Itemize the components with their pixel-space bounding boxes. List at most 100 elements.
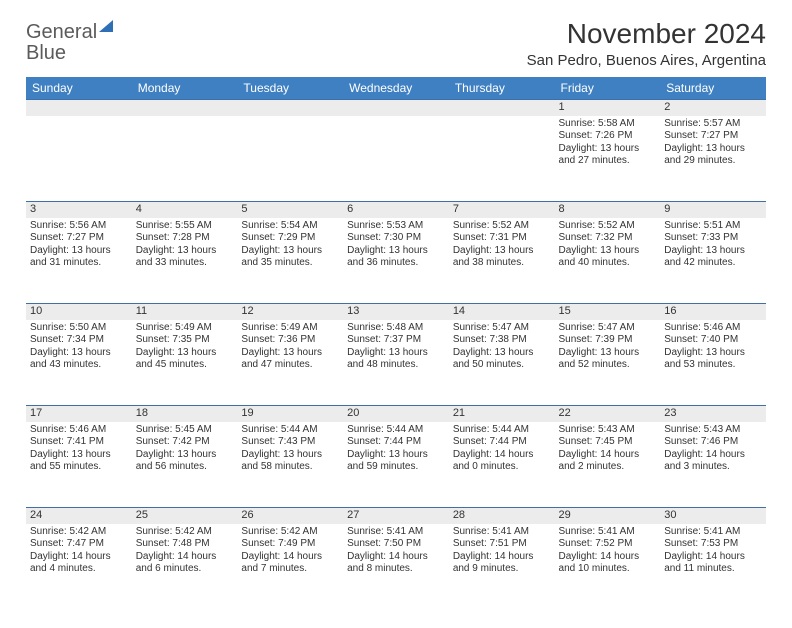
day-number-cell: 7: [449, 202, 555, 218]
sunset-line: Sunset: 7:49 PM: [241, 538, 339, 551]
day-cell: [132, 116, 238, 202]
sunrise-line: Sunrise: 5:49 AM: [136, 322, 234, 335]
sunset-line: Sunset: 7:37 PM: [347, 334, 445, 347]
daylight-line: Daylight: 13 hours and 27 minutes.: [559, 143, 657, 168]
sunset-line: Sunset: 7:36 PM: [241, 334, 339, 347]
day-cell-body: Sunrise: 5:41 AMSunset: 7:51 PMDaylight:…: [449, 524, 555, 580]
day-cell-body: Sunrise: 5:57 AMSunset: 7:27 PMDaylight:…: [660, 116, 766, 172]
day-cell: Sunrise: 5:42 AMSunset: 7:49 PMDaylight:…: [237, 524, 343, 610]
day-cell-body: Sunrise: 5:56 AMSunset: 7:27 PMDaylight:…: [26, 218, 132, 274]
sunset-line: Sunset: 7:51 PM: [453, 538, 551, 551]
sunset-line: Sunset: 7:27 PM: [664, 130, 762, 143]
day-cell-body: Sunrise: 5:54 AMSunset: 7:29 PMDaylight:…: [237, 218, 343, 274]
day-cell: Sunrise: 5:41 AMSunset: 7:51 PMDaylight:…: [449, 524, 555, 610]
week-row: Sunrise: 5:58 AMSunset: 7:26 PMDaylight:…: [26, 116, 766, 202]
sunrise-line: Sunrise: 5:53 AM: [347, 220, 445, 233]
day-number-cell: [343, 100, 449, 116]
daylight-line: Daylight: 13 hours and 35 minutes.: [241, 245, 339, 270]
daynum-row: 3456789: [26, 202, 766, 218]
day-cell: Sunrise: 5:56 AMSunset: 7:27 PMDaylight:…: [26, 218, 132, 304]
day-cell-body: Sunrise: 5:43 AMSunset: 7:46 PMDaylight:…: [660, 422, 766, 478]
day-cell: Sunrise: 5:58 AMSunset: 7:26 PMDaylight:…: [555, 116, 661, 202]
calendar-table: SundayMondayTuesdayWednesdayThursdayFrid…: [26, 77, 766, 610]
sunrise-line: Sunrise: 5:52 AM: [559, 220, 657, 233]
week-row: Sunrise: 5:42 AMSunset: 7:47 PMDaylight:…: [26, 524, 766, 610]
day-number-cell: 18: [132, 406, 238, 422]
day-number-cell: 16: [660, 304, 766, 320]
sunset-line: Sunset: 7:33 PM: [664, 232, 762, 245]
sunrise-line: Sunrise: 5:42 AM: [30, 526, 128, 539]
weekday-header: Saturday: [660, 77, 766, 100]
sunrise-line: Sunrise: 5:43 AM: [664, 424, 762, 437]
day-number-cell: [26, 100, 132, 116]
sunset-line: Sunset: 7:40 PM: [664, 334, 762, 347]
sunset-line: Sunset: 7:52 PM: [559, 538, 657, 551]
week-row: Sunrise: 5:56 AMSunset: 7:27 PMDaylight:…: [26, 218, 766, 304]
daynum-row: 12: [26, 100, 766, 116]
day-number-cell: 6: [343, 202, 449, 218]
sunset-line: Sunset: 7:26 PM: [559, 130, 657, 143]
day-cell: Sunrise: 5:48 AMSunset: 7:37 PMDaylight:…: [343, 320, 449, 406]
sunrise-line: Sunrise: 5:42 AM: [136, 526, 234, 539]
sunset-line: Sunset: 7:43 PM: [241, 436, 339, 449]
day-number-cell: 10: [26, 304, 132, 320]
sunset-line: Sunset: 7:39 PM: [559, 334, 657, 347]
day-number-cell: 27: [343, 508, 449, 524]
daylight-line: Daylight: 13 hours and 40 minutes.: [559, 245, 657, 270]
day-cell-body: Sunrise: 5:44 AMSunset: 7:44 PMDaylight:…: [449, 422, 555, 478]
day-cell: [237, 116, 343, 202]
sunrise-line: Sunrise: 5:43 AM: [559, 424, 657, 437]
day-cell-body: Sunrise: 5:58 AMSunset: 7:26 PMDaylight:…: [555, 116, 661, 172]
day-cell-body: Sunrise: 5:46 AMSunset: 7:41 PMDaylight:…: [26, 422, 132, 478]
day-cell-body: Sunrise: 5:50 AMSunset: 7:34 PMDaylight:…: [26, 320, 132, 376]
day-cell: [449, 116, 555, 202]
day-number-cell: 30: [660, 508, 766, 524]
day-number-cell: 17: [26, 406, 132, 422]
day-number-cell: 20: [343, 406, 449, 422]
sunrise-line: Sunrise: 5:56 AM: [30, 220, 128, 233]
day-cell: Sunrise: 5:44 AMSunset: 7:44 PMDaylight:…: [449, 422, 555, 508]
sunset-line: Sunset: 7:28 PM: [136, 232, 234, 245]
day-cell-body: Sunrise: 5:44 AMSunset: 7:43 PMDaylight:…: [237, 422, 343, 478]
sunset-line: Sunset: 7:53 PM: [664, 538, 762, 551]
sunset-line: Sunset: 7:38 PM: [453, 334, 551, 347]
day-cell: Sunrise: 5:54 AMSunset: 7:29 PMDaylight:…: [237, 218, 343, 304]
day-number-cell: 29: [555, 508, 661, 524]
sunset-line: Sunset: 7:50 PM: [347, 538, 445, 551]
day-number-cell: 28: [449, 508, 555, 524]
day-number-cell: 12: [237, 304, 343, 320]
sunrise-line: Sunrise: 5:49 AM: [241, 322, 339, 335]
sunrise-line: Sunrise: 5:55 AM: [136, 220, 234, 233]
day-number-cell: [132, 100, 238, 116]
day-cell-body: Sunrise: 5:43 AMSunset: 7:45 PMDaylight:…: [555, 422, 661, 478]
daylight-line: Daylight: 14 hours and 11 minutes.: [664, 551, 762, 576]
sunrise-line: Sunrise: 5:52 AM: [453, 220, 551, 233]
calendar-body: 12Sunrise: 5:58 AMSunset: 7:26 PMDayligh…: [26, 100, 766, 610]
day-number-cell: 24: [26, 508, 132, 524]
day-number-cell: 15: [555, 304, 661, 320]
daynum-row: 24252627282930: [26, 508, 766, 524]
day-cell: Sunrise: 5:44 AMSunset: 7:44 PMDaylight:…: [343, 422, 449, 508]
sunrise-line: Sunrise: 5:44 AM: [453, 424, 551, 437]
day-cell: Sunrise: 5:52 AMSunset: 7:31 PMDaylight:…: [449, 218, 555, 304]
daylight-line: Daylight: 13 hours and 43 minutes.: [30, 347, 128, 372]
sunrise-line: Sunrise: 5:51 AM: [664, 220, 762, 233]
day-number-cell: 8: [555, 202, 661, 218]
day-cell: Sunrise: 5:53 AMSunset: 7:30 PMDaylight:…: [343, 218, 449, 304]
day-cell: Sunrise: 5:42 AMSunset: 7:48 PMDaylight:…: [132, 524, 238, 610]
daynum-row: 10111213141516: [26, 304, 766, 320]
daylight-line: Daylight: 13 hours and 36 minutes.: [347, 245, 445, 270]
day-number-cell: 26: [237, 508, 343, 524]
daylight-line: Daylight: 14 hours and 6 minutes.: [136, 551, 234, 576]
day-number-cell: 1: [555, 100, 661, 116]
day-cell: Sunrise: 5:49 AMSunset: 7:35 PMDaylight:…: [132, 320, 238, 406]
daylight-line: Daylight: 13 hours and 31 minutes.: [30, 245, 128, 270]
sunset-line: Sunset: 7:35 PM: [136, 334, 234, 347]
day-cell-body: Sunrise: 5:49 AMSunset: 7:36 PMDaylight:…: [237, 320, 343, 376]
sunset-line: Sunset: 7:42 PM: [136, 436, 234, 449]
day-cell: Sunrise: 5:41 AMSunset: 7:53 PMDaylight:…: [660, 524, 766, 610]
sunrise-line: Sunrise: 5:44 AM: [347, 424, 445, 437]
sunset-line: Sunset: 7:34 PM: [30, 334, 128, 347]
header: General Blue November 2024 San Pedro, Bu…: [26, 18, 766, 69]
day-cell: Sunrise: 5:57 AMSunset: 7:27 PMDaylight:…: [660, 116, 766, 202]
